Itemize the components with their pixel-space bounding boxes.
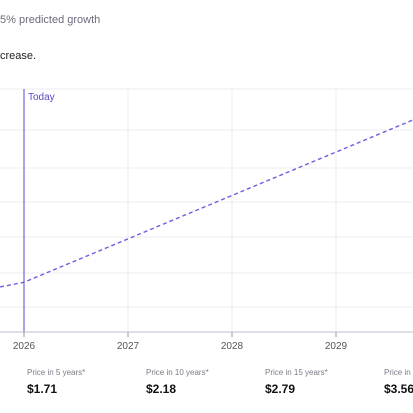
chart-grid bbox=[0, 88, 413, 332]
stat-value: $1.71 bbox=[27, 382, 58, 396]
stat-15-years: Price in 15 years* $2.79 bbox=[265, 368, 328, 396]
stat-label: Price in 15 years* bbox=[265, 368, 328, 377]
x-axis: 2026 2027 2028 2029 bbox=[0, 331, 413, 352]
x-tick-label: 2026 bbox=[13, 341, 36, 352]
stat-label: Price in 5 years* bbox=[27, 368, 86, 377]
today-label: Today bbox=[28, 92, 55, 103]
description-text: crease. bbox=[0, 50, 37, 62]
stat-label: Price in bbox=[384, 368, 411, 377]
stat-label: Price in 10 years* bbox=[146, 368, 209, 377]
stat-20-years: Price in $3.56 bbox=[384, 368, 413, 396]
stat-value: $2.18 bbox=[146, 382, 177, 396]
stat-value: $2.79 bbox=[265, 382, 296, 396]
stat-10-years: Price in 10 years* $2.18 bbox=[146, 368, 209, 396]
stat-value: $3.56 bbox=[384, 382, 413, 396]
x-tick-label: 2027 bbox=[117, 341, 140, 352]
x-tick-label: 2028 bbox=[221, 341, 244, 352]
predicted-growth-text: 5% predicted growth bbox=[0, 14, 101, 26]
stat-5-years: Price in 5 years* $1.71 bbox=[27, 368, 85, 396]
price-stats-row: Price in 5 years* $1.71 Price in 10 year… bbox=[0, 368, 413, 413]
chart-series bbox=[0, 119, 413, 288]
predicted-price-line bbox=[0, 119, 413, 288]
price-prediction-chart: Today 2026 2027 2028 2029 bbox=[0, 88, 413, 352]
x-tick-label: 2029 bbox=[325, 341, 348, 352]
